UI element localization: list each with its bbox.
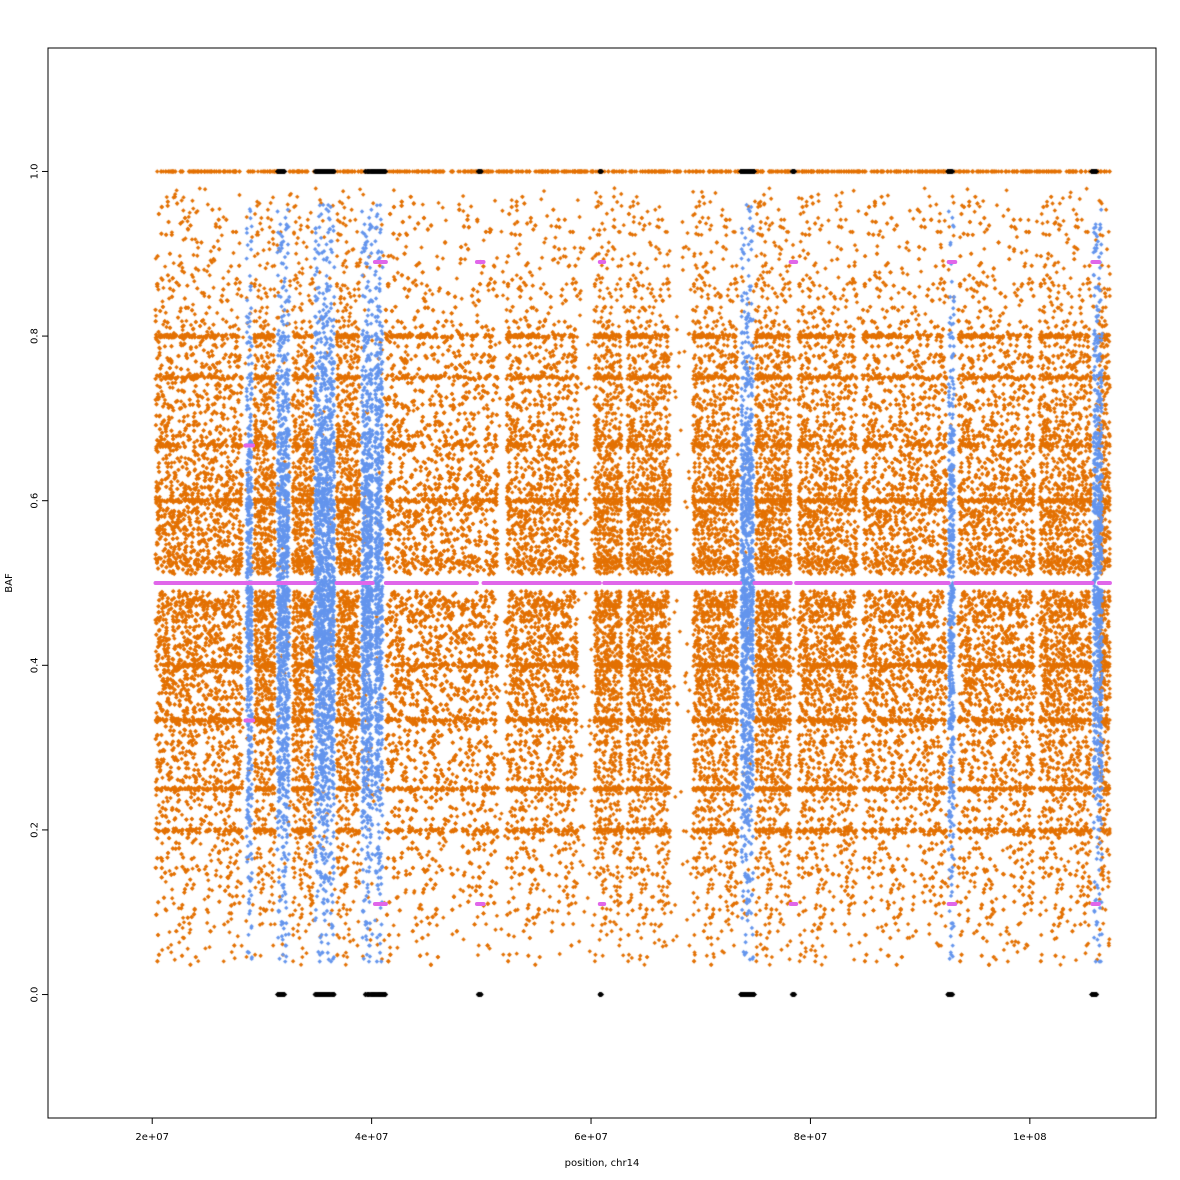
y-axis: 0.0 0.2 0.4 0.6 0.8 1.0 (30, 164, 48, 1003)
x-tick-label: 8e+07 (794, 1132, 828, 1143)
x-axis-label: position, chr14 (565, 1158, 640, 1169)
x-tick-label: 4e+07 (355, 1132, 389, 1143)
y-tick-label: 0.0 (30, 987, 41, 1003)
y-tick-label: 0.2 (30, 822, 41, 838)
segments-layer (153, 260, 1112, 906)
x-tick-label: 2e+07 (135, 1132, 169, 1143)
y-tick-label: 1.0 (30, 164, 41, 180)
x-axis: 2e+07 4e+07 6e+07 8e+07 1e+08 (135, 1118, 1047, 1143)
y-axis-label: BAF (4, 573, 15, 593)
x-tick-label: 6e+07 (574, 1132, 608, 1143)
y-tick-label: 0.6 (30, 493, 41, 509)
x-tick-label: 1e+08 (1013, 1132, 1047, 1143)
y-tick-label: 0.8 (30, 328, 41, 344)
y-tick-label: 0.4 (30, 657, 41, 673)
